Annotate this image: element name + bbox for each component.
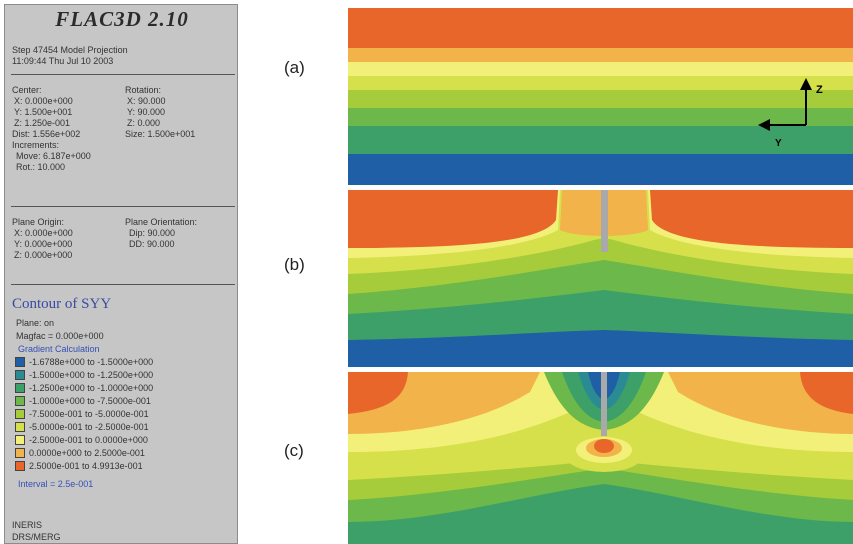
interval-value: Interval = 2.5e-001 [18,479,94,489]
plane-origin-label: Plane Origin: [12,217,65,227]
axis-triad: Z Y [758,78,823,149]
size-value: Size: 1.500e+001 [125,129,196,139]
legend-label: -2.5000e-001 to 0.0000e+000 [29,435,148,445]
legend-swatch [15,370,25,380]
rotation-x: X: 90.000 [127,96,166,106]
move-value: Move: 6.187e+000 [16,151,91,161]
legend-label: 0.0000e+000 to 2.5000e-001 [29,448,145,458]
legend-swatch [15,435,25,445]
plane-origin-x: X: 0.000e+000 [14,228,73,238]
flac3d-info-panel: FLAC3D 2.10 Step 47454 Model Projection … [4,4,238,544]
app-title: FLAC3D 2.10 [55,7,189,31]
subfigure-label-a: (a) [284,58,305,77]
step-info: Step 47454 Model Projection [12,45,128,55]
contour-plot-c [348,372,853,544]
legend-label: -7.5000e-001 to -5.0000e-001 [29,409,149,419]
legend-label: -1.5000e+000 to -1.2500e+000 [29,370,154,380]
legend-swatch [15,383,25,393]
legend-label: -1.6788e+000 to -1.5000e+000 [29,357,154,367]
plane-status: Plane: on [16,318,55,328]
center-y: Y: 1.500e+001 [14,107,73,117]
axis-y-label: Y [775,138,782,149]
magfac-value: Magfac = 0.000e+000 [16,331,104,341]
legend-swatch [15,461,25,471]
rotation-label: Rotation: [125,85,162,95]
plane-origin-z: Z: 0.000e+000 [14,250,73,260]
rotation-z: Z: 0.000 [127,118,161,128]
plane-origin-y: Y: 0.000e+000 [14,239,73,249]
contour-image-b [348,190,853,367]
center-z: Z: 1.250e-001 [14,118,71,128]
divider [11,284,235,285]
legend-label: -5.0000e-001 to -2.5000e-001 [29,422,149,432]
divider [11,74,235,75]
dist-value: Dist: 1.556e+002 [12,129,81,139]
gradient-calculation: Gradient Calculation [18,344,100,354]
axis-z-label: Z [816,84,823,96]
legend-label: -1.0000e+000 to -7.5000e-001 [29,396,151,406]
legend-label: 2.5000e-001 to 4.9913e-001 [29,461,143,471]
datetime-info: 11:09:44 Thu Jul 10 2003 [12,56,114,66]
legend-swatch [15,409,25,419]
plane-orientation-label: Plane Orientation: [125,217,198,227]
divider [11,206,235,207]
legend-swatch [15,448,25,458]
contour-plot-b [348,190,853,367]
legend-swatch [15,422,25,432]
legend-swatch [15,396,25,406]
subfigure-label-c: (c) [284,441,304,460]
contour-image-a: Z Y [348,8,853,185]
legend-label: -1.2500e+000 to -1.0000e+000 [29,383,154,393]
subfigure-label-b: (b) [284,255,305,274]
rot-value: Rot.: 10.000 [16,162,66,172]
legend-swatch [15,357,25,367]
footer-line: DRS/MERG [12,532,61,542]
plane-orientation-dip: Dip: 90.000 [129,228,176,238]
plane-orientation-dd: DD: 90.000 [129,239,175,249]
contour-image-c [348,372,853,544]
increments-label: Increments: [12,140,60,150]
center-x: X: 0.000e+000 [14,96,73,106]
rotation-y: Y: 90.000 [127,107,166,117]
footer-line: INERIS [12,520,43,530]
contour-plot-a: Z Y [348,8,853,185]
contour-title: Contour of SYY [12,296,112,312]
center-label: Center: [12,85,42,95]
